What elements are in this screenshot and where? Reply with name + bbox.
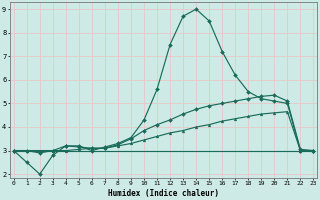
X-axis label: Humidex (Indice chaleur): Humidex (Indice chaleur): [108, 189, 219, 198]
